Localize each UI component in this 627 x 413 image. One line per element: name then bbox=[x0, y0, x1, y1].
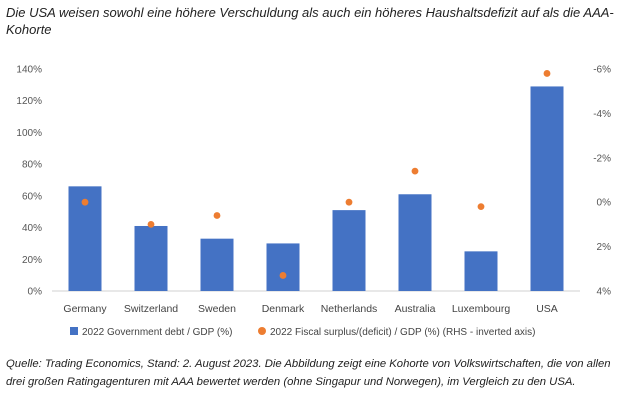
left-tick-label: 0% bbox=[28, 287, 43, 298]
category-label: USA bbox=[536, 303, 558, 315]
source-caption: Quelle: Trading Economics, Stand: 2. Aug… bbox=[6, 358, 611, 388]
category-label: Germany bbox=[63, 303, 107, 315]
chart-area: 0% 20% 40% 60% 80% 100% 120% 140% -6% -4% -2% 0% 2%… bbox=[16, 65, 611, 339]
right-tick-label: -2% bbox=[593, 153, 611, 164]
category-label: Switzerland bbox=[124, 303, 178, 315]
bar-netherlands bbox=[332, 210, 366, 291]
left-tick-label: 60% bbox=[22, 191, 42, 202]
left-tick-label: 40% bbox=[22, 223, 42, 234]
right-axis: -6% -4% -2% 0% 2% 4% bbox=[593, 65, 611, 298]
right-tick-label: -6% bbox=[593, 65, 611, 76]
category-label: Australia bbox=[395, 303, 436, 315]
category-label: Luxembourg bbox=[452, 303, 511, 315]
chart-title: Die USA weisen sowohl eine höhere Versch… bbox=[6, 5, 614, 37]
bar-switzerland bbox=[134, 225, 168, 291]
left-axis: 0% 20% 40% 60% 80% 100% 120% 140% bbox=[16, 65, 42, 298]
legend-swatch-debt bbox=[70, 327, 78, 335]
legend-label-debt: 2022 Government debt / GDP (%) bbox=[82, 327, 232, 338]
bar-denmark bbox=[266, 243, 300, 291]
legend: 2022 Government debt / GDP (%) 2022 Fisc… bbox=[70, 327, 535, 338]
right-tick-label: -4% bbox=[593, 109, 611, 120]
bar-luxembourg bbox=[464, 251, 498, 291]
left-tick-label: 120% bbox=[16, 96, 42, 107]
right-tick-label: 2% bbox=[597, 242, 612, 253]
left-tick-label: 80% bbox=[22, 160, 42, 171]
marker-denmark bbox=[279, 272, 287, 279]
bar-australia bbox=[398, 194, 432, 291]
category-label: Netherlands bbox=[321, 303, 378, 315]
right-tick-label: 0% bbox=[597, 198, 612, 209]
category-labels: Germany Switzerland Sweden Denmark Netherlan… bbox=[63, 303, 557, 315]
marker-australia bbox=[411, 167, 419, 175]
marker-sweden bbox=[213, 212, 221, 219]
right-tick-label: 4% bbox=[597, 287, 612, 298]
marker-switzerland bbox=[147, 221, 155, 228]
legend-swatch-deficit bbox=[258, 327, 266, 335]
left-tick-label: 20% bbox=[22, 255, 42, 266]
marker-luxembourg bbox=[477, 203, 485, 211]
left-tick-label: 100% bbox=[16, 128, 42, 139]
legend-label-deficit: 2022 Fiscal surplus/(deficit) / GDP (%) … bbox=[270, 327, 535, 338]
left-tick-label: 140% bbox=[16, 65, 42, 76]
marker-usa bbox=[543, 70, 551, 77]
deficit-markers bbox=[81, 70, 551, 279]
marker-netherlands bbox=[345, 198, 353, 206]
debt-bars bbox=[68, 86, 564, 291]
marker-germany bbox=[81, 198, 89, 206]
bar-sweden bbox=[200, 238, 234, 291]
bar-usa bbox=[530, 86, 564, 291]
category-label: Sweden bbox=[198, 303, 236, 315]
category-label: Denmark bbox=[262, 303, 305, 315]
